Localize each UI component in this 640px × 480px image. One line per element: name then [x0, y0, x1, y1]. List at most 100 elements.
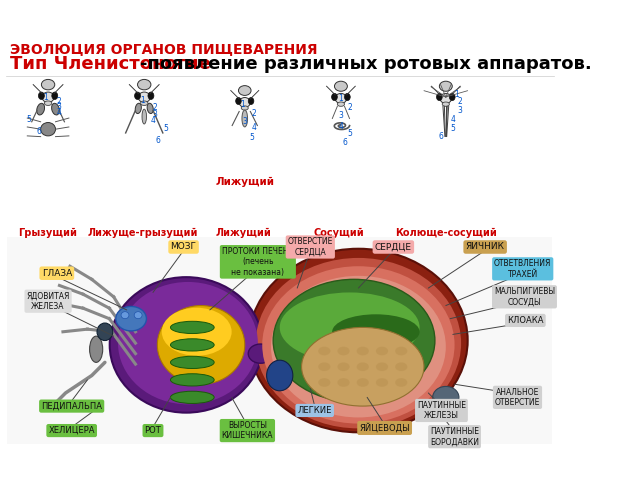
Text: 4: 4	[56, 108, 61, 117]
Text: 6: 6	[156, 136, 161, 145]
Text: Лижуще-грызущий: Лижуще-грызущий	[87, 228, 198, 238]
Text: Колюще-сосущий: Колюще-сосущий	[395, 228, 497, 238]
Ellipse shape	[318, 362, 330, 371]
Ellipse shape	[262, 266, 454, 423]
Text: Сосущий: Сосущий	[314, 228, 365, 238]
Ellipse shape	[280, 292, 420, 362]
Text: 1: 1	[140, 96, 145, 105]
Text: МАЛЬПИГИЕВЫ
СОСУДЫ: МАЛЬПИГИЕВЫ СОСУДЫ	[494, 287, 555, 307]
Ellipse shape	[395, 347, 407, 355]
Ellipse shape	[273, 279, 435, 402]
Text: 3: 3	[152, 109, 157, 119]
Text: 3: 3	[339, 111, 343, 120]
Ellipse shape	[170, 374, 214, 386]
Ellipse shape	[147, 103, 153, 114]
Text: 1: 1	[43, 93, 48, 102]
Ellipse shape	[162, 308, 232, 356]
Ellipse shape	[356, 378, 369, 387]
Ellipse shape	[256, 258, 461, 428]
Text: 5: 5	[26, 115, 31, 124]
Ellipse shape	[332, 94, 337, 101]
Ellipse shape	[41, 122, 56, 136]
Text: ПРОТОКИ ПЕЧЕНИ
(печень
не показана): ПРОТОКИ ПЕЧЕНИ (печень не показана)	[221, 247, 294, 277]
Ellipse shape	[301, 327, 424, 406]
Text: 1: 1	[241, 100, 245, 109]
Text: Грызущий: Грызущий	[19, 228, 77, 238]
Text: 3: 3	[458, 106, 462, 115]
Ellipse shape	[242, 110, 248, 127]
Text: ЛЕГКИЕ: ЛЕГКИЕ	[298, 406, 332, 415]
Text: Лижущий: Лижущий	[215, 228, 271, 238]
Ellipse shape	[36, 103, 45, 115]
Ellipse shape	[376, 362, 388, 371]
Ellipse shape	[337, 378, 349, 387]
Ellipse shape	[395, 378, 407, 387]
Text: 5: 5	[348, 129, 352, 138]
Ellipse shape	[239, 97, 250, 108]
Ellipse shape	[344, 94, 350, 101]
Ellipse shape	[356, 347, 369, 355]
Ellipse shape	[449, 94, 455, 101]
Ellipse shape	[337, 362, 349, 371]
Text: РОТ: РОТ	[145, 426, 161, 435]
Text: Лижущий: Лижущий	[215, 177, 275, 187]
Text: 6: 6	[343, 138, 348, 146]
Ellipse shape	[335, 94, 347, 104]
Text: 5: 5	[451, 124, 455, 132]
Ellipse shape	[356, 362, 369, 371]
Text: 3: 3	[56, 102, 61, 111]
FancyBboxPatch shape	[0, 27, 563, 453]
Text: 2: 2	[458, 97, 462, 107]
Ellipse shape	[148, 92, 154, 99]
Ellipse shape	[97, 323, 113, 340]
Ellipse shape	[42, 79, 55, 90]
Text: 1: 1	[454, 90, 459, 99]
Text: АНАЛЬНОЕ
ОТВЕРСТИЕ: АНАЛЬНОЕ ОТВЕРСТИЕ	[495, 388, 540, 407]
Text: -появление различных ротовых аппаратов.: -появление различных ротовых аппаратов.	[140, 55, 591, 72]
Ellipse shape	[170, 339, 214, 351]
Text: 1: 1	[339, 94, 343, 103]
Text: ОТВЕТВЛЕНИЯ
ТРАХЕЙ: ОТВЕТВЛЕНИЯ ТРАХЕЙ	[494, 259, 552, 278]
Ellipse shape	[138, 92, 150, 102]
Ellipse shape	[42, 92, 54, 102]
Ellipse shape	[440, 81, 452, 91]
Ellipse shape	[318, 378, 330, 387]
Ellipse shape	[271, 276, 446, 418]
Text: 4: 4	[451, 115, 455, 124]
Ellipse shape	[52, 92, 58, 99]
Ellipse shape	[52, 103, 60, 115]
Text: ПАУТИННЫЕ
БОРОДАВКИ: ПАУТИННЫЕ БОРОДАВКИ	[430, 427, 479, 446]
Ellipse shape	[142, 109, 147, 124]
Text: Тип Членистоногие: Тип Членистоногие	[10, 55, 218, 72]
Ellipse shape	[44, 101, 52, 106]
Text: 2: 2	[348, 103, 352, 112]
Text: 3: 3	[243, 118, 247, 127]
Text: ОТВЕРСТИЕ
СЕРДЦА: ОТВЕРСТИЕ СЕРДЦА	[287, 237, 333, 257]
Text: 6: 6	[37, 127, 42, 136]
Ellipse shape	[436, 94, 442, 101]
Text: ВЫРОСТЫ
КИШЕЧНИКА: ВЫРОСТЫ КИШЕЧНИКА	[221, 421, 273, 440]
Ellipse shape	[248, 344, 273, 363]
Ellipse shape	[376, 378, 388, 387]
Text: 2: 2	[56, 97, 61, 106]
Text: ПАУТИННЫЕ
ЖЕЛЕЗЫ: ПАУТИННЫЕ ЖЕЛЕЗЫ	[417, 401, 466, 420]
Ellipse shape	[118, 282, 258, 404]
Text: 5: 5	[164, 124, 168, 133]
Ellipse shape	[170, 321, 214, 334]
Text: СЕРДЦЕ: СЕРДЦЕ	[375, 242, 412, 252]
Bar	[7, 238, 552, 444]
Text: ХЕЛИЦЕРА: ХЕЛИЦЕРА	[49, 426, 95, 435]
Ellipse shape	[116, 306, 147, 331]
Ellipse shape	[90, 336, 102, 362]
Ellipse shape	[335, 81, 348, 91]
Ellipse shape	[332, 314, 420, 349]
Ellipse shape	[442, 102, 449, 106]
Ellipse shape	[141, 101, 148, 106]
Ellipse shape	[134, 312, 142, 319]
Text: ЯДОВИТАЯ
ЖЕЛЕЗА: ЯДОВИТАЯ ЖЕЛЕЗА	[26, 291, 70, 311]
Ellipse shape	[318, 347, 330, 355]
Text: 4: 4	[150, 116, 156, 125]
Text: ЯЙЦЕВОДЫ: ЯЙЦЕВОДЫ	[359, 423, 410, 433]
Text: ЯИЧНИК: ЯИЧНИК	[466, 242, 505, 252]
Text: ЭВОЛЮЦИЯ ОРГАНОВ ПИЩЕВАРЕНИЯ: ЭВОЛЮЦИЯ ОРГАНОВ ПИЩЕВАРЕНИЯ	[10, 42, 318, 57]
